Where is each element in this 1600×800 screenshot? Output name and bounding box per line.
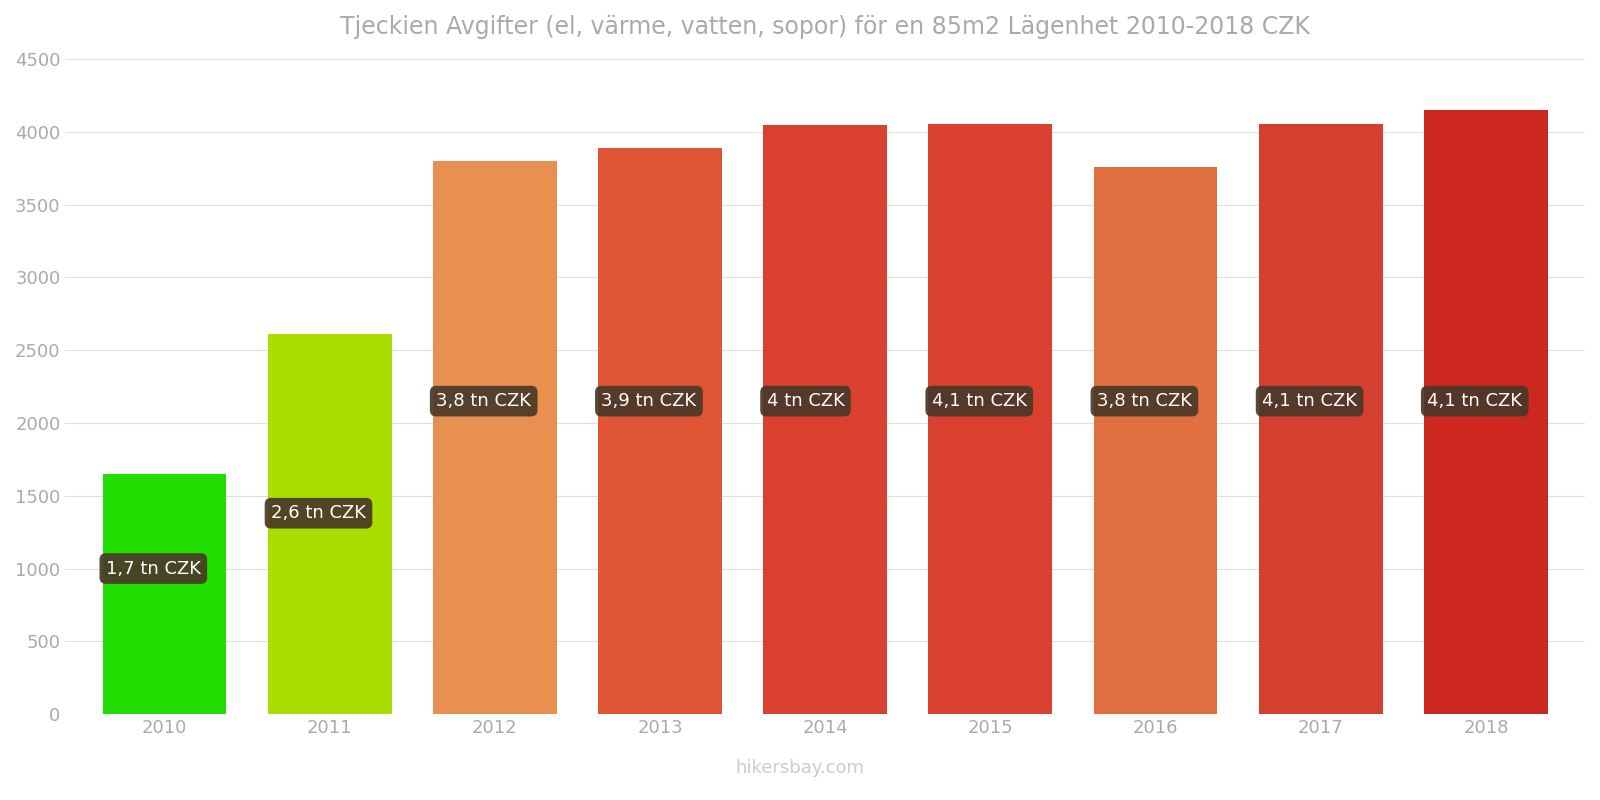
Bar <box>267 334 392 714</box>
Text: 4,1 tn CZK: 4,1 tn CZK <box>931 392 1027 410</box>
Text: 4,1 tn CZK: 4,1 tn CZK <box>1262 392 1357 410</box>
Text: 2,6 tn CZK: 2,6 tn CZK <box>270 504 366 522</box>
Text: 3,8 tn CZK: 3,8 tn CZK <box>1098 392 1192 410</box>
Bar <box>598 148 722 714</box>
Bar <box>1259 124 1382 714</box>
Text: 1,7 tn CZK: 1,7 tn CZK <box>106 559 202 578</box>
Text: hikersbay.com: hikersbay.com <box>736 759 864 777</box>
Bar <box>1093 166 1218 714</box>
Bar <box>434 161 557 714</box>
Text: 4 tn CZK: 4 tn CZK <box>766 392 845 410</box>
Title: Tjeckien Avgifter (el, värme, vatten, sopor) för en 85m2 Lägenhet 2010-2018 CZK: Tjeckien Avgifter (el, värme, vatten, so… <box>341 15 1310 39</box>
Bar <box>1424 110 1547 714</box>
Text: 4,1 tn CZK: 4,1 tn CZK <box>1427 392 1522 410</box>
Bar <box>763 125 886 714</box>
Bar <box>102 474 227 714</box>
Text: 3,8 tn CZK: 3,8 tn CZK <box>437 392 531 410</box>
Text: 3,9 tn CZK: 3,9 tn CZK <box>602 392 696 410</box>
Bar <box>928 124 1053 714</box>
